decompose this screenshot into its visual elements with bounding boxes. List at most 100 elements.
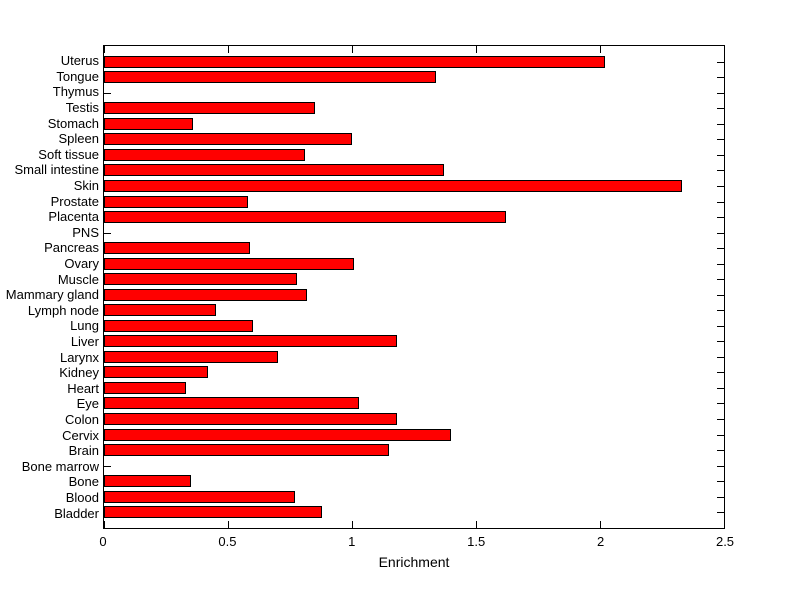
x-axis-title: Enrichment — [378, 554, 450, 570]
y-axis-label: Muscle — [57, 271, 99, 287]
bar — [104, 444, 390, 457]
bar — [104, 273, 298, 286]
bar — [104, 335, 397, 348]
y-axis-label: Lung — [70, 318, 99, 334]
bar-row — [104, 427, 724, 443]
bar-row — [104, 101, 724, 117]
bar — [104, 164, 444, 177]
y-tick-right — [717, 465, 724, 467]
x-tick — [104, 46, 105, 53]
bar — [104, 288, 308, 301]
y-tick-right — [717, 201, 724, 203]
y-axis-label: Skin — [73, 178, 99, 194]
y-tick-right — [717, 372, 724, 374]
y-axis-label: Ovary — [64, 256, 99, 272]
bar — [104, 381, 186, 394]
bar — [104, 102, 315, 115]
y-tick-right — [717, 434, 724, 436]
y-tick-right — [717, 450, 724, 452]
y-axis-label: Brain — [68, 443, 99, 459]
bar — [104, 242, 251, 255]
bar-row — [104, 225, 724, 241]
y-tick-left — [104, 232, 111, 234]
x-tick — [228, 46, 229, 53]
y-axis-label: Prostate — [50, 193, 99, 209]
bar-row — [104, 194, 724, 210]
y-tick-right — [717, 263, 724, 265]
y-axis-label: Uterus — [60, 53, 99, 69]
y-tick-right — [717, 279, 724, 281]
y-axis-label: Pancreas — [44, 240, 99, 256]
bar-row — [104, 303, 724, 319]
bar-row — [104, 473, 724, 489]
y-tick-right — [717, 108, 724, 110]
bar-row — [104, 458, 724, 474]
y-tick-right — [717, 310, 724, 312]
x-tick-label: 1.5 — [467, 534, 486, 549]
bar-row — [104, 334, 724, 350]
y-tick-right — [717, 294, 724, 296]
bar-row — [104, 240, 724, 256]
x-tick — [352, 46, 353, 53]
x-tick — [724, 521, 725, 528]
bar — [104, 350, 278, 363]
bar — [104, 117, 194, 130]
y-axis-label: Blood — [65, 489, 99, 505]
y-axis-label: Colon — [65, 411, 99, 427]
y-axis-label: PNS — [72, 224, 99, 240]
x-tick — [476, 521, 477, 528]
bar — [104, 55, 605, 68]
bar-row — [104, 349, 724, 365]
bar — [104, 397, 360, 410]
bar — [104, 148, 305, 161]
bar — [104, 71, 437, 84]
bar-row — [104, 70, 724, 86]
y-tick-right — [717, 217, 724, 219]
y-axis-label: Testis — [65, 100, 99, 116]
y-axis-label: Small intestine — [14, 162, 99, 178]
bar-row — [104, 132, 724, 148]
y-axis-label: Liver — [70, 333, 99, 349]
y-tick-right — [717, 356, 724, 358]
y-axis-label: Placenta — [48, 209, 99, 225]
x-tick — [476, 46, 477, 53]
bar-row — [104, 85, 724, 101]
y-tick-right — [717, 186, 724, 188]
bar — [104, 412, 397, 425]
x-tick — [228, 521, 229, 528]
y-axis-label: Kidney — [59, 365, 99, 381]
bar — [104, 428, 452, 441]
y-tick-right — [717, 92, 724, 94]
bar-row — [104, 178, 724, 194]
y-axis-label: Soft tissue — [38, 146, 99, 162]
y-tick-right — [717, 61, 724, 63]
y-tick-right — [717, 325, 724, 327]
bar-row — [104, 256, 724, 272]
y-tick-left — [104, 465, 111, 467]
x-axis-tick-labels: 0 0.5 1 1.5 2 2.5 — [99, 534, 734, 550]
bar — [104, 366, 209, 379]
bar-row — [104, 287, 724, 303]
y-axis-label: Heart — [67, 380, 99, 396]
bar-row — [104, 442, 724, 458]
y-tick-right — [717, 154, 724, 156]
bar-row — [104, 163, 724, 179]
y-axis-label: Thymus — [52, 84, 99, 100]
bar-row — [104, 489, 724, 505]
x-tick-label: 2.5 — [715, 534, 735, 549]
y-tick-right — [717, 248, 724, 250]
y-tick-right — [717, 387, 724, 389]
y-tick-right — [717, 170, 724, 172]
bar — [104, 195, 248, 208]
y-axis-label: Eye — [76, 396, 99, 412]
y-tick-right — [717, 496, 724, 498]
y-axis-label: Bladder — [54, 505, 99, 521]
bar-row — [104, 365, 724, 381]
y-tick-right — [717, 123, 724, 125]
bar — [104, 319, 253, 332]
x-tick — [104, 521, 105, 528]
bar — [104, 475, 191, 488]
y-tick-right — [717, 77, 724, 79]
y-axis-label: Stomach — [47, 115, 99, 131]
